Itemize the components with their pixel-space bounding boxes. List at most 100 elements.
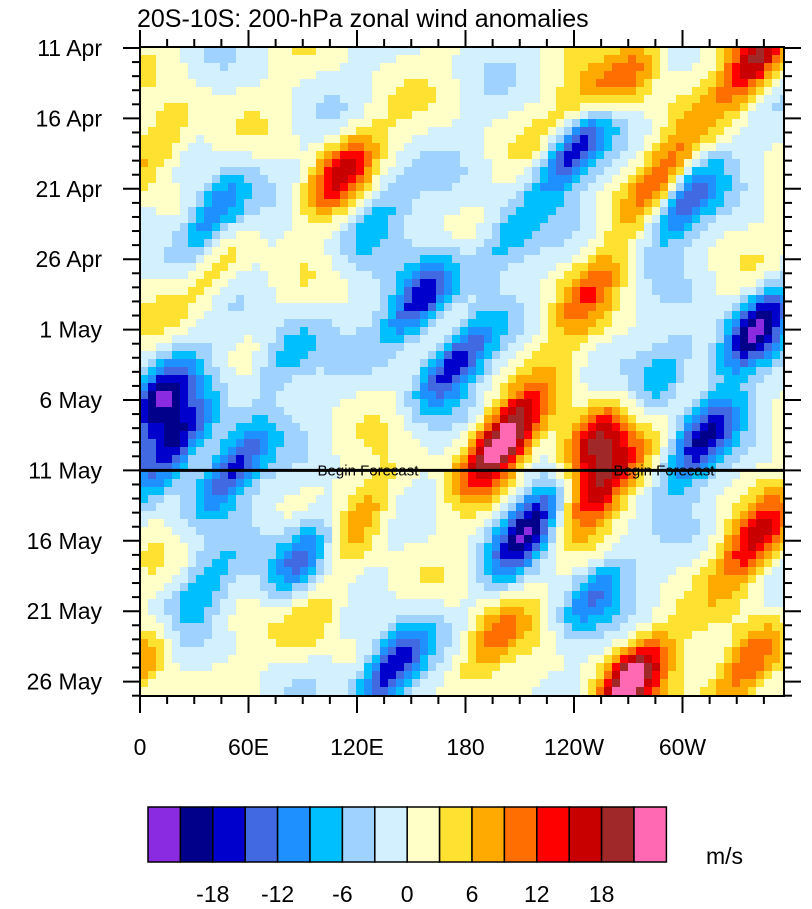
heatmap-cell — [636, 319, 645, 328]
heatmap-cell — [204, 79, 213, 88]
heatmap-cell — [708, 527, 717, 536]
heatmap-cell — [460, 407, 469, 416]
heatmap-cell — [476, 503, 485, 512]
heatmap-cell — [284, 183, 293, 192]
heatmap-cell — [164, 303, 173, 312]
heatmap-cell — [572, 263, 581, 272]
heatmap-cell — [388, 247, 397, 256]
heatmap-cell — [780, 303, 784, 312]
heatmap-cell — [580, 183, 589, 192]
heatmap-cell — [780, 511, 784, 520]
heatmap-cell — [276, 519, 285, 528]
heatmap-cell — [404, 127, 413, 136]
heatmap-cell — [508, 503, 517, 512]
heatmap-cell — [596, 79, 605, 88]
heatmap-cell — [636, 247, 645, 256]
heatmap-cell — [620, 399, 629, 408]
heatmap-cell — [756, 383, 765, 392]
heatmap-cell — [556, 343, 565, 352]
heatmap-cell — [700, 359, 709, 368]
heatmap-cell — [332, 375, 341, 384]
heatmap-cell — [628, 135, 637, 144]
heatmap-cell — [708, 71, 717, 80]
heatmap-cell — [636, 415, 645, 424]
heatmap-cell — [620, 87, 629, 96]
heatmap-cell — [412, 271, 421, 280]
heatmap-cell — [276, 191, 285, 200]
heatmap-cell — [220, 255, 229, 264]
heatmap-cell — [508, 231, 517, 240]
heatmap-cell — [372, 279, 381, 288]
heatmap-cell — [660, 79, 669, 88]
heatmap-cell — [708, 183, 717, 192]
heatmap-cell — [524, 103, 533, 112]
heatmap-cell — [204, 215, 213, 224]
heatmap-cell — [260, 111, 269, 120]
heatmap-cell — [772, 191, 781, 200]
heatmap-cell — [708, 119, 717, 128]
heatmap-cell — [196, 303, 205, 312]
heatmap-cell — [236, 87, 245, 96]
heatmap-cell — [300, 415, 309, 424]
heatmap-cell — [500, 119, 509, 128]
heatmap-cell — [772, 271, 781, 280]
heatmap-cell — [356, 255, 365, 264]
heatmap-cell — [228, 415, 237, 424]
heatmap-cell — [228, 87, 237, 96]
heatmap-cell — [652, 343, 661, 352]
heatmap-cell — [340, 327, 349, 336]
heatmap-cell — [660, 439, 669, 448]
heatmap-cell — [468, 495, 477, 504]
heatmap-cell — [500, 319, 509, 328]
heatmap-cell — [716, 95, 725, 104]
heatmap-cell — [540, 335, 549, 344]
heatmap-cell — [612, 503, 621, 512]
heatmap-cell — [252, 495, 261, 504]
heatmap-cell — [140, 111, 149, 120]
heatmap-cell — [388, 535, 397, 544]
heatmap-cell — [492, 415, 501, 424]
heatmap-cell — [156, 487, 165, 496]
heatmap-cell — [724, 207, 733, 216]
heatmap-cell — [628, 127, 637, 136]
heatmap-cell — [652, 55, 661, 64]
heatmap-cell — [660, 303, 669, 312]
heatmap-cell — [396, 271, 405, 280]
heatmap-cell — [676, 263, 685, 272]
heatmap-cell — [316, 383, 325, 392]
heatmap-cell — [364, 503, 373, 512]
heatmap-cell — [444, 375, 453, 384]
heatmap-cell — [588, 79, 597, 88]
heatmap-cell — [356, 303, 365, 312]
heatmap-cell — [516, 151, 525, 160]
heatmap-cell — [372, 119, 381, 128]
heatmap-cell — [204, 55, 213, 64]
heatmap-cell — [372, 343, 381, 352]
heatmap-cell — [588, 303, 597, 312]
heatmap-cell — [548, 375, 557, 384]
heatmap-cell — [564, 223, 573, 232]
heatmap-cell — [244, 447, 253, 456]
heatmap-cell — [292, 111, 301, 120]
heatmap-cell — [164, 199, 173, 208]
heatmap-cell — [332, 447, 341, 456]
heatmap-cell — [700, 119, 709, 128]
heatmap-cell — [604, 463, 613, 472]
heatmap-cell — [316, 399, 325, 408]
heatmap-cell — [780, 95, 784, 104]
heatmap-cell — [508, 63, 517, 72]
heatmap-cell — [692, 527, 701, 536]
heatmap-cell — [492, 359, 501, 368]
heatmap-cell — [260, 471, 269, 480]
heatmap-cell — [316, 143, 325, 152]
heatmap-cell — [276, 327, 285, 336]
heatmap-cell — [196, 287, 205, 296]
heatmap-cell — [188, 423, 197, 432]
heatmap-cell — [140, 519, 149, 528]
heatmap-cell — [732, 319, 741, 328]
heatmap-cell — [652, 167, 661, 176]
heatmap-cell — [292, 439, 301, 448]
heatmap-cell — [644, 47, 653, 56]
heatmap-cell — [644, 79, 653, 88]
heatmap-cell — [572, 383, 581, 392]
